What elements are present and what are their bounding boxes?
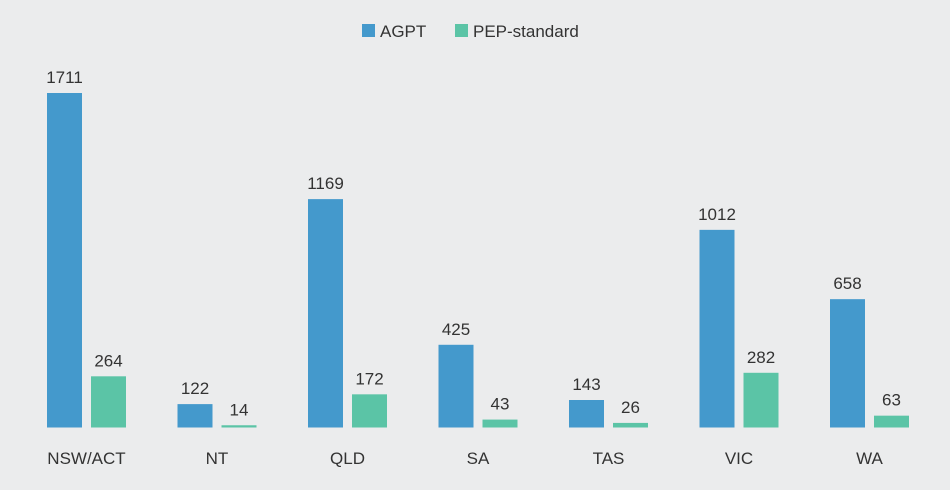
bar-agpt-qld [308, 199, 343, 428]
bar-agpt-nt [177, 404, 213, 428]
x-axis-tick-labels: NSW/ACT NT QLD SA TAS VIC WA [47, 449, 883, 468]
value-label-agpt-vic: 1012 [698, 205, 736, 224]
value-label-agpt-wa: 658 [833, 274, 861, 293]
bar-agpt-nsw-act [47, 93, 82, 428]
value-label-pep-standard-vic: 282 [747, 348, 775, 367]
legend-swatch [362, 24, 375, 37]
bar-pep-standard-wa [874, 415, 909, 428]
legend: AGPT PEP-standard [362, 22, 579, 41]
bar-pep-standard-qld [352, 394, 387, 428]
value-label-agpt-tas: 143 [572, 375, 600, 394]
x-tick-label: NT [206, 449, 229, 468]
value-label-agpt-qld: 1169 [307, 174, 344, 193]
value-label-pep-standard-nsw-act: 264 [94, 351, 122, 370]
value-label-agpt-nt: 122 [181, 379, 209, 398]
value-label-pep-standard-wa: 63 [882, 391, 901, 410]
x-tick-label: SA [467, 449, 490, 468]
bar-agpt-tas [569, 400, 604, 428]
x-tick-label: QLD [330, 449, 365, 468]
x-tick-label: VIC [725, 449, 753, 468]
legend-label: PEP-standard [473, 22, 579, 41]
bar-pep-standard-tas [613, 422, 648, 428]
x-tick-label: TAS [593, 449, 625, 468]
legend-item-pep-standard: PEP-standard [455, 22, 579, 41]
bar-pep-standard-nt [221, 425, 257, 428]
bar-pep-standard-vic [743, 372, 779, 428]
bar-agpt-sa [438, 344, 474, 428]
value-label-pep-standard-sa: 43 [491, 395, 510, 414]
bars [47, 93, 909, 428]
value-label-pep-standard-qld: 172 [355, 369, 383, 388]
legend-label: AGPT [380, 22, 426, 41]
bar-pep-standard-nsw-act [91, 376, 126, 428]
value-labels: 1711 264 122 14 1169 172 425 43 143 26 1012 282 658 6… [46, 68, 901, 419]
x-tick-label: NSW/ACT [47, 449, 125, 468]
value-label-pep-standard-nt: 14 [230, 400, 249, 419]
value-label-agpt-sa: 425 [442, 320, 470, 339]
bar-pep-standard-sa [482, 419, 518, 428]
value-label-pep-standard-tas: 26 [621, 398, 640, 417]
legend-swatch [455, 24, 468, 37]
bar-agpt-vic [699, 229, 735, 428]
bar-agpt-wa [830, 299, 865, 428]
legend-item-agpt: AGPT [362, 22, 426, 41]
x-tick-label: WA [856, 449, 883, 468]
value-label-agpt-nsw-act: 1711 [46, 68, 83, 87]
